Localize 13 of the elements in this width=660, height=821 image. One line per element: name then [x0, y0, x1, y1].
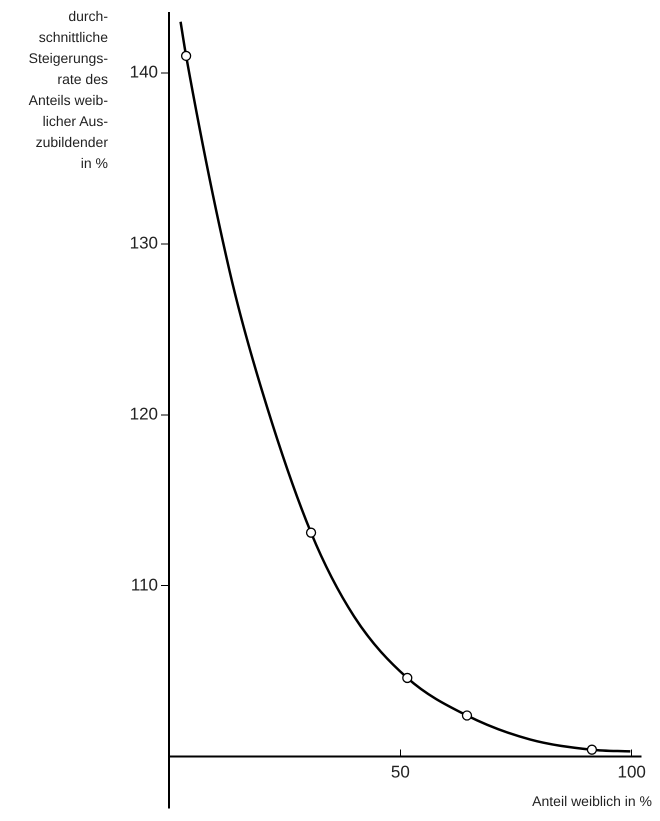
- point: [402, 672, 412, 684]
- y-axis-title: durch- schnittliche Steigerungs- rate des Anteils weib- licher Aus- zubildender in %: [28, 7, 108, 173]
- point: [306, 528, 316, 538]
- x-axis-title: Anteil weiblich in %: [532, 793, 652, 809]
- y-tick-label: 120: [130, 404, 158, 424]
- x-tick-label: 100: [618, 762, 646, 782]
- point: [586, 744, 598, 755]
- point: [462, 710, 472, 721]
- point: [180, 50, 192, 62]
- y-tick-label: 110: [130, 575, 158, 594]
- y-tick-label: 140: [130, 62, 158, 82]
- y-tick-label: 130: [130, 234, 158, 253]
- x-tick-label: 50: [390, 762, 410, 782]
